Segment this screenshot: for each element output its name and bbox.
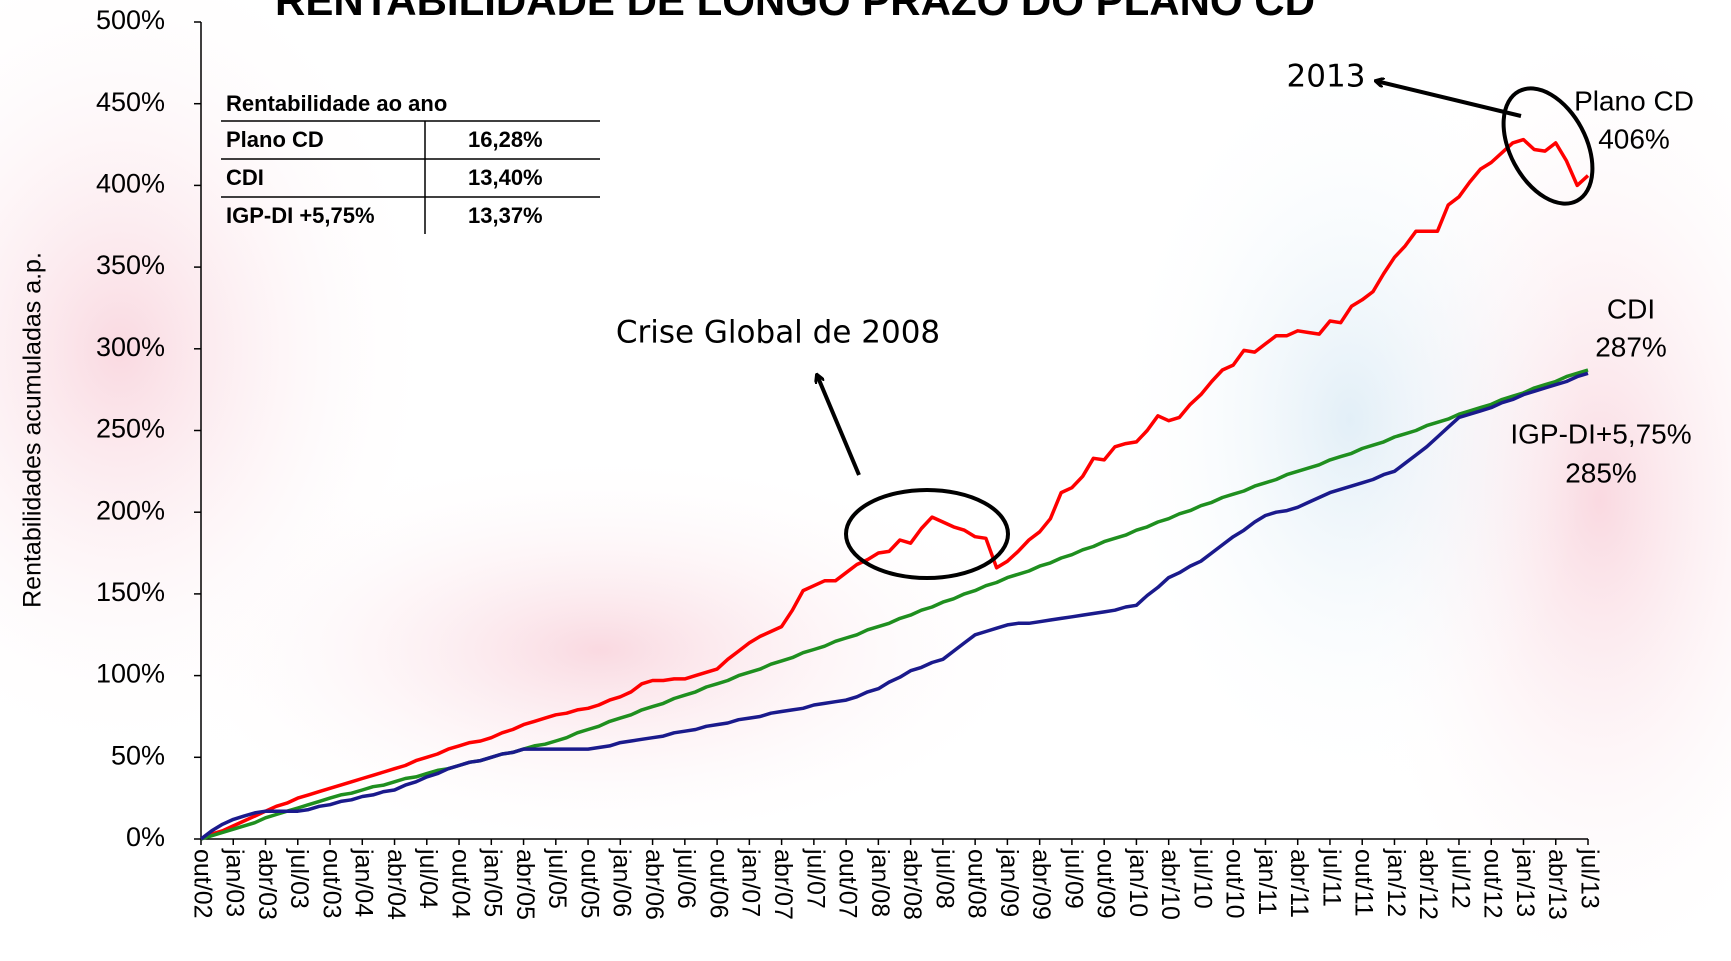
x-tick-label: jan/03 <box>221 848 249 917</box>
chart-title: RENTABILIDADE DE LONGO PRAZO DO PLANO CD <box>275 0 1315 24</box>
x-tick-label: jul/11 <box>1317 848 1345 907</box>
x-tick-label: out/11 <box>1350 849 1378 917</box>
y-tick-label: 450% <box>96 87 165 117</box>
end-value-label: 406% <box>1598 123 1670 154</box>
x-tick-label: jul/06 <box>672 848 700 909</box>
series-line <box>199 371 1589 841</box>
x-tick-label: jul/03 <box>285 848 313 909</box>
annotation-arrow <box>1376 81 1522 118</box>
background-swirl <box>1110 40 1590 800</box>
y-axis-label: Rentabilidades acumuladas a.p. <box>19 252 47 608</box>
x-tick-label: abr/11 <box>1285 849 1313 918</box>
x-tick-label: jan/07 <box>737 848 765 917</box>
x-tick-label: jan/04 <box>350 848 378 917</box>
x-tick-label: out/09 <box>1092 849 1120 919</box>
y-tick-label: 50% <box>111 740 165 770</box>
x-tick-label: out/07 <box>834 849 862 919</box>
highlight-ellipse <box>1501 86 1595 206</box>
x-tick-label: abr/03 <box>253 849 281 920</box>
x-tick-label: jul/13 <box>1575 848 1603 909</box>
x-tick-label: jan/06 <box>608 848 636 917</box>
x-tick-label: out/08 <box>963 849 991 919</box>
y-tick-label: 350% <box>96 250 165 280</box>
table-cell: 13,40% <box>468 165 543 190</box>
x-tick-label: abr/05 <box>511 849 539 920</box>
y-tick-label: 150% <box>96 577 165 607</box>
x-tick-label: abr/06 <box>640 849 668 920</box>
table-cell: IGP-DI +5,75% <box>226 203 375 228</box>
series-label: Plano CD <box>1574 85 1694 116</box>
x-tick-label: out/03 <box>317 849 345 919</box>
series-line <box>200 137 1590 841</box>
y-tick-label: 100% <box>96 659 165 689</box>
x-tick-label: jan/13 <box>1511 848 1539 917</box>
x-tick-label: abr/08 <box>898 849 926 920</box>
table-title: Rentabilidade ao ano <box>226 91 447 116</box>
x-tick-label: jul/12 <box>1446 848 1474 909</box>
table-cell: Plano CD <box>226 127 324 152</box>
x-tick-label: jul/04 <box>414 848 442 909</box>
x-tick-label: out/06 <box>704 849 732 919</box>
x-tick-label: jul/05 <box>543 848 571 909</box>
series-line <box>200 368 1589 841</box>
x-tick-label: jan/10 <box>1124 848 1152 917</box>
annotation: 2013 <box>1287 59 1366 95</box>
x-tick-label: out/04 <box>446 849 474 919</box>
y-tick-label: 0% <box>126 822 165 852</box>
y-tick-label: 500% <box>96 5 165 35</box>
series-label: IGP-DI+5,75% <box>1510 418 1691 449</box>
x-tick-label: jul/10 <box>1188 848 1216 909</box>
x-tick-label: abr/12 <box>1414 849 1442 920</box>
y-tick-label: 250% <box>96 414 165 444</box>
y-tick-label: 400% <box>96 169 165 199</box>
highlight-ellipse <box>844 488 1010 580</box>
end-value-label: 285% <box>1565 457 1637 488</box>
x-tick-label: jan/05 <box>479 848 507 917</box>
x-tick-label: out/10 <box>1221 849 1249 919</box>
x-tick-label: out/12 <box>1479 849 1507 919</box>
x-tick-label: abr/09 <box>1027 849 1055 920</box>
x-tick-label: jan/09 <box>995 848 1023 917</box>
x-tick-label: abr/07 <box>769 849 797 920</box>
end-value-label: 287% <box>1595 331 1667 362</box>
table-cell: CDI <box>226 165 264 190</box>
series-label: CDI <box>1607 293 1655 324</box>
table-cell: 16,28% <box>468 127 543 152</box>
x-tick-label: jul/07 <box>801 848 829 909</box>
x-tick-label: jul/09 <box>1059 848 1087 909</box>
background-swirl <box>150 450 1050 850</box>
x-tick-label: abr/10 <box>1156 849 1184 920</box>
table-cell: 13,37% <box>468 203 543 228</box>
plot-area: 0% 50% 100% 150% 200% 250% 300% 350% 400% 450% 500… <box>96 5 1603 920</box>
x-tick-label: jan/08 <box>866 848 894 917</box>
x-tick-label: jan/12 <box>1382 848 1410 917</box>
annotation: Crise Global de 2008 <box>616 315 940 351</box>
y-tick-label: 200% <box>96 495 165 525</box>
x-tick-label: abr/13 <box>1543 849 1571 920</box>
x-tick-label: out/02 <box>188 849 216 919</box>
x-tick-label: out/05 <box>575 849 603 919</box>
x-tick-label: jan/11 <box>1253 848 1281 915</box>
y-tick-label: 300% <box>96 332 165 362</box>
x-tick-label: abr/04 <box>382 849 410 920</box>
legend-table: Rentabilidade ao ano Plano CD 16,28% CDI… <box>221 91 600 234</box>
annotation-arrow <box>817 375 861 476</box>
x-tick-label: jul/08 <box>930 848 958 909</box>
